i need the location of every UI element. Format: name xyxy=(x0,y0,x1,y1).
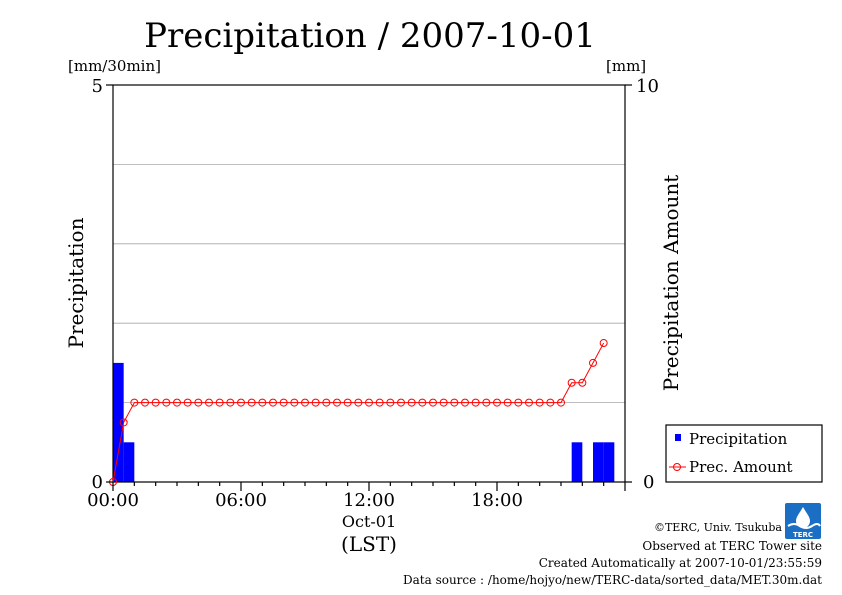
prec-amount-point xyxy=(226,398,235,407)
legend-precipitation-swatch xyxy=(675,434,681,441)
x-tick-label: 00:00 xyxy=(87,490,139,511)
prec-amount-point xyxy=(450,398,459,407)
precipitation-bar xyxy=(123,442,135,482)
prec-amount-point xyxy=(375,398,384,407)
legend-box xyxy=(665,424,823,483)
precipitation-bar xyxy=(571,442,583,482)
prec-amount-point xyxy=(237,398,245,407)
prec-amount-point xyxy=(503,398,512,407)
footer-source: Data source : /home/hojyo/new/TERC-data/… xyxy=(403,573,822,587)
x-tick-label: 12:00 xyxy=(343,490,395,511)
prec-amount-point xyxy=(205,398,213,407)
prec-amount-point xyxy=(215,398,224,407)
prec-amount-line xyxy=(112,342,605,483)
prec-amount-point xyxy=(471,398,480,407)
axis-ticks xyxy=(106,84,632,491)
prec-amount-point xyxy=(418,398,427,407)
legend-precipitation-label: Precipitation xyxy=(689,430,788,448)
prec-amount-point xyxy=(354,398,363,407)
x-tick-label: 18:00 xyxy=(471,490,523,511)
prec-amount-point xyxy=(589,358,597,367)
prec-amount-point xyxy=(546,398,555,407)
y-left-axis-title: Precipitation xyxy=(64,217,88,348)
prec-amount-point xyxy=(567,378,576,387)
terc-logo: TERC xyxy=(785,503,821,539)
y-left-tick-max: 5 xyxy=(92,76,103,97)
prec-amount-point xyxy=(333,398,341,407)
prec-amount-point xyxy=(151,398,160,407)
prec-amount-point xyxy=(119,418,128,427)
prec-amount-point xyxy=(386,398,395,407)
terc-logo-wave-icon xyxy=(787,523,821,529)
prec-amount-point xyxy=(162,398,171,407)
precipitation-bars xyxy=(113,362,615,482)
prec-amount-series xyxy=(109,339,608,486)
prec-amount-point xyxy=(397,398,405,407)
legend-amount-label: Prec. Amount xyxy=(689,458,793,476)
legend: Precipitation Prec. Amount xyxy=(665,424,823,483)
prec-amount-point xyxy=(269,398,277,407)
prec-amount-point xyxy=(247,398,256,407)
prec-amount-point xyxy=(482,398,491,407)
prec-amount-point xyxy=(322,398,331,407)
footer-observed: Observed at TERC Tower site xyxy=(642,539,822,553)
y-right-tick-max: 10 xyxy=(636,76,659,97)
precipitation-bar xyxy=(593,442,604,482)
plot-frame xyxy=(112,84,626,483)
prec-amount-point xyxy=(279,398,288,407)
prec-amount-point xyxy=(599,339,608,348)
y-right-tick-zero: 0 xyxy=(643,472,654,493)
legend-amount-marker xyxy=(673,463,681,471)
footer-copyright: ©TERC, Univ. Tsukuba xyxy=(654,521,782,534)
prec-amount-point xyxy=(130,398,139,407)
left-unit-label: [mm/30min] xyxy=(68,57,161,75)
prec-amount-point xyxy=(535,398,544,407)
prec-amount-point xyxy=(461,398,469,407)
footer-created: Created Automatically at 2007-10-01/23:5… xyxy=(539,556,822,570)
terc-logo-text: TERC xyxy=(793,531,813,539)
prec-amount-point xyxy=(407,398,416,407)
precipitation-bar xyxy=(603,442,615,482)
prec-amount-point xyxy=(258,398,267,407)
prec-amount-point xyxy=(173,398,181,407)
gridlines xyxy=(113,163,625,404)
prec-amount-point xyxy=(493,398,501,407)
x-date-label: Oct-01 xyxy=(342,512,396,531)
prec-amount-point xyxy=(343,398,352,407)
prec-amount-point xyxy=(578,378,587,387)
y-right-axis-title: Precipitation Amount xyxy=(659,175,683,392)
x-timezone-label: (LST) xyxy=(341,532,397,556)
prec-amount-point xyxy=(557,398,565,407)
prec-amount-point xyxy=(514,398,523,407)
prec-amount-point xyxy=(525,398,533,407)
prec-amount-point xyxy=(194,398,203,407)
prec-amount-point xyxy=(439,398,448,407)
prec-amount-point xyxy=(183,398,192,407)
prec-amount-point xyxy=(301,398,309,407)
prec-amount-point xyxy=(141,398,149,407)
prec-amount-point xyxy=(365,398,373,407)
x-tick-labels: 00:00 06:00 12:00 18:00 xyxy=(87,490,523,511)
x-tick-label: 06:00 xyxy=(215,490,267,511)
precipitation-bar xyxy=(113,362,124,482)
right-unit-label: [mm] xyxy=(606,57,646,75)
chart-title: Precipitation / 2007-10-01 xyxy=(144,16,596,56)
prec-amount-point xyxy=(311,398,320,407)
prec-amount-point xyxy=(429,398,437,407)
y-left-tick-zero: 0 xyxy=(92,472,103,493)
terc-logo-drop-icon xyxy=(796,507,810,528)
prec-amount-point xyxy=(290,398,299,407)
